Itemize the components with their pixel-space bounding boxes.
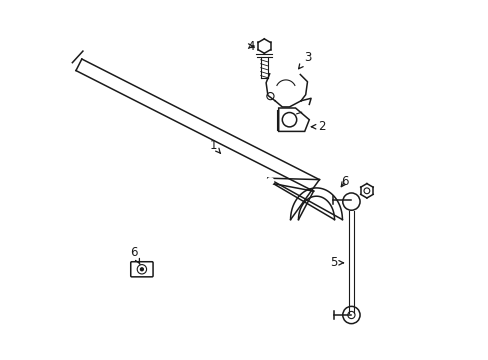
Text: 3: 3: [298, 51, 310, 69]
Circle shape: [140, 268, 143, 271]
Text: 4: 4: [247, 40, 254, 53]
Text: 1: 1: [210, 139, 220, 153]
Text: 6: 6: [341, 175, 348, 188]
Text: 2: 2: [311, 120, 325, 133]
Text: 5: 5: [329, 256, 343, 269]
Text: 6: 6: [130, 246, 140, 265]
Circle shape: [266, 178, 273, 184]
